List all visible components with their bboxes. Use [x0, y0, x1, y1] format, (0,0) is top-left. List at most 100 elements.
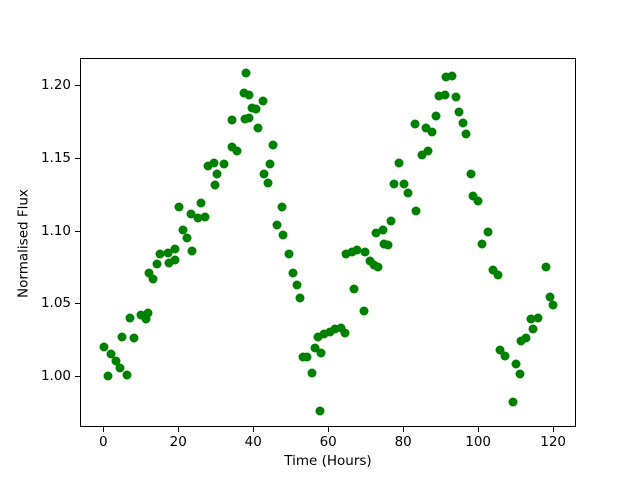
data-point	[488, 265, 498, 275]
data-point	[515, 369, 525, 379]
data-point	[302, 352, 312, 362]
x-tick-label: 100	[465, 434, 492, 450]
data-point	[186, 209, 196, 219]
x-tick-label: 20	[169, 434, 187, 450]
data-point	[210, 180, 220, 190]
data-point	[277, 202, 287, 212]
x-tick-mark	[403, 427, 405, 432]
data-point	[115, 363, 125, 373]
data-point	[417, 150, 427, 160]
data-point	[129, 333, 139, 343]
data-point	[244, 90, 254, 100]
data-point	[545, 292, 555, 302]
data-point	[212, 169, 222, 179]
data-point	[319, 329, 329, 339]
data-point	[378, 225, 388, 235]
y-tick-label: 1.00	[40, 368, 71, 385]
data-point	[454, 107, 464, 117]
data-point	[526, 314, 536, 324]
data-point	[99, 342, 109, 352]
data-point	[511, 359, 520, 369]
data-point	[528, 324, 538, 334]
x-tick-label: 0	[98, 434, 108, 450]
x-tick-mark	[478, 427, 480, 432]
x-tick-label: 80	[394, 434, 412, 450]
data-point	[477, 239, 487, 249]
data-point	[347, 247, 357, 257]
data-point	[421, 123, 431, 133]
y-axis-label: Normalised Flux	[15, 189, 32, 298]
x-tick-mark	[328, 427, 330, 432]
data-point	[493, 270, 503, 280]
data-point	[468, 191, 478, 201]
data-point	[259, 169, 269, 179]
data-point	[163, 248, 173, 258]
data-point	[423, 146, 433, 156]
data-point	[187, 246, 197, 256]
data-point	[193, 213, 203, 223]
data-point	[466, 169, 476, 179]
data-point	[268, 140, 278, 150]
data-point	[399, 179, 409, 189]
data-point	[434, 91, 444, 101]
data-point	[360, 247, 370, 257]
data-point	[483, 227, 493, 237]
data-point	[394, 158, 404, 168]
data-point	[349, 284, 359, 294]
data-point	[389, 179, 399, 189]
y-tick-mark	[75, 85, 80, 87]
data-point	[341, 249, 351, 259]
data-point	[473, 196, 483, 206]
data-point	[265, 159, 275, 169]
data-point	[533, 313, 543, 323]
data-point	[117, 332, 127, 342]
data-point	[313, 332, 323, 342]
data-point	[241, 68, 251, 78]
x-tick-label: 120	[540, 434, 567, 450]
y-tick-mark	[75, 230, 80, 232]
data-point	[144, 268, 154, 278]
data-point	[284, 249, 294, 259]
data-point	[441, 72, 451, 82]
data-point	[148, 274, 158, 284]
data-point	[209, 158, 219, 168]
data-point	[182, 233, 192, 243]
x-tick-mark	[553, 427, 555, 432]
data-point	[440, 90, 450, 100]
data-point	[219, 159, 229, 169]
data-point	[174, 202, 184, 212]
data-point	[521, 333, 531, 343]
data-point	[383, 240, 393, 250]
data-point	[272, 220, 282, 230]
data-point	[227, 115, 237, 125]
data-point	[200, 212, 210, 222]
y-tick-label: 1.15	[40, 149, 71, 166]
data-point	[411, 206, 421, 216]
data-point	[125, 313, 135, 323]
data-point	[315, 406, 325, 416]
data-point	[111, 356, 121, 366]
y-tick-mark	[75, 303, 80, 305]
y-tick-label: 1.20	[40, 77, 71, 94]
x-tick-mark	[178, 427, 180, 432]
data-point	[340, 328, 350, 338]
x-tick-mark	[253, 427, 255, 432]
data-point	[295, 293, 305, 303]
data-point	[379, 239, 389, 249]
y-tick-label: 1.10	[40, 222, 71, 239]
y-tick-mark	[75, 157, 80, 159]
data-point	[427, 127, 437, 137]
data-point	[178, 225, 188, 235]
data-point	[451, 92, 461, 102]
data-point	[330, 324, 340, 334]
data-point	[164, 258, 174, 268]
data-point	[431, 111, 441, 121]
plot-area	[80, 58, 576, 427]
data-point	[143, 308, 153, 318]
data-point	[278, 230, 288, 240]
data-point	[263, 178, 273, 188]
data-point	[196, 198, 206, 208]
data-point	[461, 129, 471, 139]
data-point	[410, 119, 420, 129]
